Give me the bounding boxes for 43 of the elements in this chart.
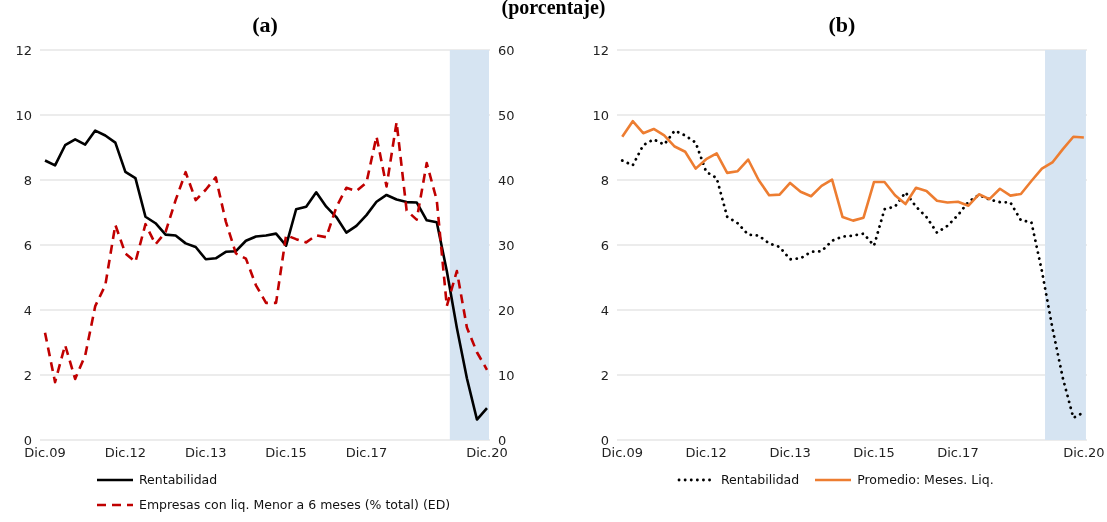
y2-tick-label: 30 xyxy=(498,237,515,253)
x-tick-label: Dic.20 xyxy=(1063,445,1105,461)
y-tick-label: 12 xyxy=(15,42,32,58)
x-tick-label: Dic.15 xyxy=(265,445,307,461)
x-tick-label: Dic.20 xyxy=(466,445,508,461)
y-tick-label: 12 xyxy=(592,42,609,58)
y2-tick-label: 10 xyxy=(498,367,515,383)
chart-title: (a) xyxy=(252,12,278,37)
legend-label: Empresas con liq. Menor a 6 meses (% total) (ED) xyxy=(139,497,451,512)
line-series xyxy=(43,120,489,384)
x-tick-label: Dic.09 xyxy=(601,445,643,461)
y-tick-label: 8 xyxy=(600,172,609,188)
legend-label: Rentabilidad xyxy=(139,472,218,487)
y-tick-label: 10 xyxy=(592,107,609,123)
legend-label: Rentabilidad xyxy=(721,472,800,487)
y-tick-label: 4 xyxy=(600,302,609,318)
legend-label: Promedio: Meses. Liq. xyxy=(857,472,994,487)
y-tick-label: 4 xyxy=(23,302,32,318)
y-tick-label: 6 xyxy=(23,237,32,253)
x-tick-label: Dic.13 xyxy=(769,445,811,461)
line-series xyxy=(620,119,1086,222)
y-tick-label: 8 xyxy=(23,172,32,188)
line-series xyxy=(43,129,489,421)
y2-tick-label: 0 xyxy=(498,432,507,448)
x-tick-label: Dic.15 xyxy=(853,445,895,461)
y2-tick-label: 40 xyxy=(498,172,515,188)
y-tick-label: 0 xyxy=(23,432,32,448)
y2-tick-label: 60 xyxy=(498,42,515,58)
x-tick-label: Dic.17 xyxy=(937,445,979,461)
x-tick-label: Dic.09 xyxy=(24,445,66,461)
y2-tick-label: 20 xyxy=(498,302,515,318)
y-tick-label: 2 xyxy=(23,367,32,383)
text: (porcentaje) xyxy=(501,0,606,18)
y2-tick-label: 50 xyxy=(498,107,515,123)
y-tick-label: 10 xyxy=(15,107,32,123)
y-tick-label: 0 xyxy=(600,432,609,448)
x-tick-label: Dic.12 xyxy=(104,445,147,461)
y-tick-label: 6 xyxy=(600,237,609,253)
x-tick-label: Dic.12 xyxy=(685,445,727,461)
x-tick-label: Dic.17 xyxy=(345,445,388,461)
x-tick-label: Dic.13 xyxy=(185,445,227,461)
chart-title: (b) xyxy=(828,12,856,37)
y-tick-label: 2 xyxy=(600,367,609,383)
